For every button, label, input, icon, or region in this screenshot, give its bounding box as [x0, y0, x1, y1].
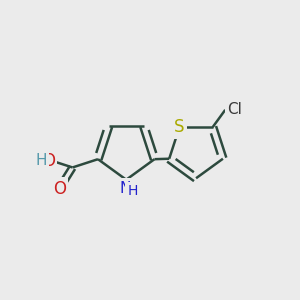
Text: H: H [35, 153, 47, 168]
Text: Cl: Cl [227, 102, 242, 117]
Text: O: O [42, 152, 55, 170]
Text: H: H [128, 184, 138, 199]
Text: N: N [119, 181, 130, 196]
Text: O: O [52, 180, 66, 198]
Text: S: S [174, 118, 185, 136]
